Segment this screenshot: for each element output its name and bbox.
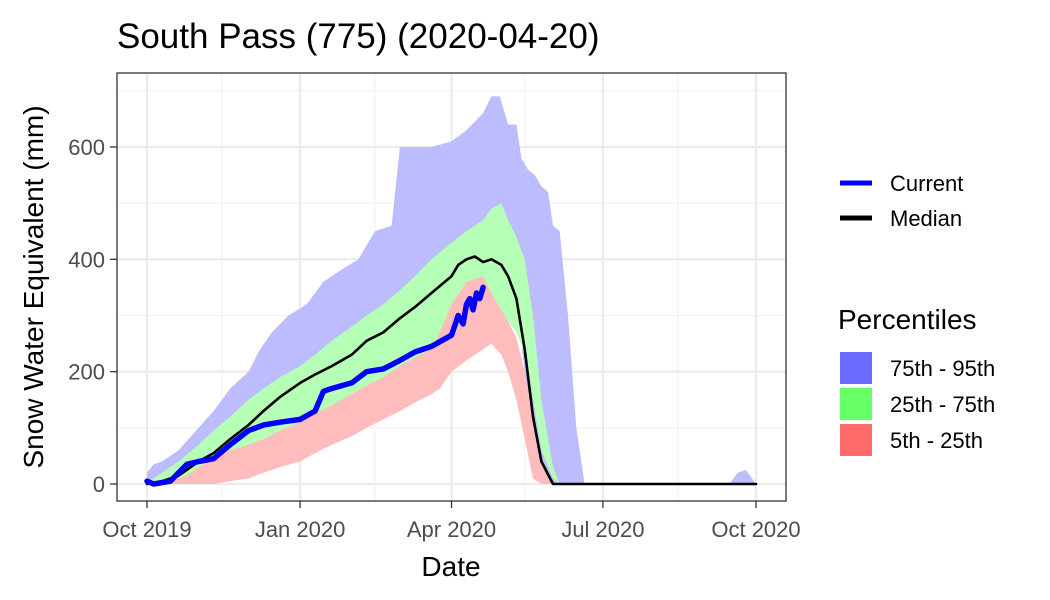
legend-swatch-25th-75th xyxy=(840,388,872,420)
x-tick-label: Apr 2020 xyxy=(407,517,496,542)
legend-title-percentiles: Percentiles xyxy=(838,304,977,335)
x-axis-title: Date xyxy=(421,551,480,582)
band-25th-75th xyxy=(147,203,756,484)
line-median xyxy=(145,255,758,486)
legend: Current Median Percentiles 75th - 95th 25th … xyxy=(838,171,995,456)
axis-ticks xyxy=(110,146,757,508)
legend-swatch-5th-25th xyxy=(840,424,872,456)
x-tick-label: Oct 2019 xyxy=(102,517,191,542)
line-current xyxy=(144,284,486,487)
legend-label-median: Median xyxy=(890,206,962,231)
y-axis-title: Snow Water Equivalent (mm) xyxy=(18,105,49,468)
y-tick-label: 400 xyxy=(68,247,105,272)
y-tick-label: 200 xyxy=(68,360,105,385)
x-tick-label: Jul 2020 xyxy=(561,517,644,542)
data-lines xyxy=(144,255,758,487)
legend-label-25th-75th: 25th - 75th xyxy=(890,392,995,417)
band-5th-25th xyxy=(147,276,756,484)
legend-label-current: Current xyxy=(890,171,963,196)
y-tick-label: 600 xyxy=(68,135,105,160)
legend-label-5th-25th: 5th - 25th xyxy=(890,428,983,453)
x-tick-label: Jan 2020 xyxy=(255,517,346,542)
chart-title: South Pass (775) (2020-04-20) xyxy=(117,17,600,56)
x-tick-label: Oct 2020 xyxy=(711,517,800,542)
legend-label-75th-95th: 75th - 95th xyxy=(890,356,995,381)
percentile-bands xyxy=(147,96,756,485)
tick-labels: Oct 2019 Jan 2020 Apr 2020 Jul 2020 Oct 2020… xyxy=(68,135,800,542)
y-tick-label: 0 xyxy=(93,472,105,497)
legend-swatch-75th-95th xyxy=(840,352,872,384)
